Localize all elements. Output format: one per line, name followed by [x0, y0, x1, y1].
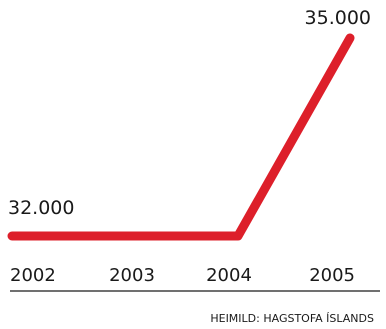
data-label-end: 35.000 — [305, 7, 371, 29]
source-note: HEIMILD: HAGSTOFA ÍSLANDS — [210, 312, 374, 325]
data-point-2002 — [11, 235, 13, 237]
series-line — [7, 33, 355, 241]
x-tick-label-2003: 2003 — [109, 265, 155, 286]
x-tick-label-2005: 2005 — [309, 265, 355, 286]
data-point-2005 — [349, 37, 351, 39]
data-point-2003 — [125, 235, 127, 237]
x-tick-label-2002: 2002 — [10, 265, 56, 286]
x-axis-ticks: 2002 2003 2004 2005 — [10, 265, 355, 286]
chart-marks — [7, 33, 355, 241]
x-tick-label-2004: 2004 — [206, 265, 252, 286]
data-label-start: 32.000 — [8, 197, 74, 219]
data-point-2004 — [237, 235, 239, 237]
